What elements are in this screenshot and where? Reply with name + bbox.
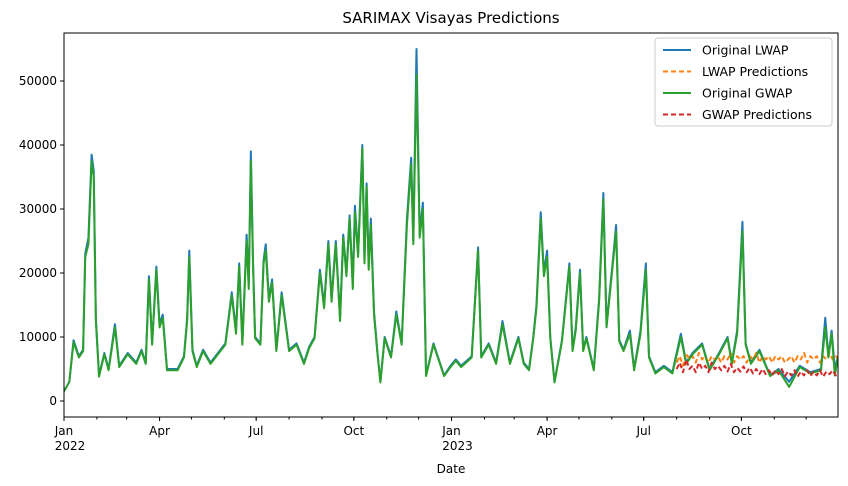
series-line-lwap-predictions xyxy=(675,352,838,367)
legend-label: LWAP Predictions xyxy=(702,64,808,79)
legend: Original LWAP LWAP Predictions Original GW… xyxy=(654,37,833,127)
x-tick-label: Jul xyxy=(248,424,263,438)
y-tick-label: 40000 xyxy=(19,138,57,152)
series-line-original-gwap xyxy=(64,73,838,392)
x-tick-label: Oct xyxy=(343,424,364,438)
x-tick-year-label: 2022 xyxy=(55,439,86,453)
x-tick-label: Jan xyxy=(441,424,461,438)
x-tick-label: Jan xyxy=(54,424,74,438)
x-tick-label: Jul xyxy=(635,424,650,438)
x-tick-year-label: 2023 xyxy=(442,439,473,453)
x-tick-label: Oct xyxy=(731,424,752,438)
y-tick-label: 50000 xyxy=(19,74,57,88)
plot-frame xyxy=(63,32,839,418)
chart-title: SARIMAX Visayas Predictions xyxy=(342,9,559,27)
y-tick-label: 0 xyxy=(49,394,57,408)
y-tick-label: 20000 xyxy=(19,266,57,280)
plot-area xyxy=(64,48,838,392)
series-line-gwap-predictions xyxy=(675,358,838,378)
x-tick-label: Apr xyxy=(149,424,170,438)
y-tick-label: 10000 xyxy=(19,330,57,344)
legend-label: Original GWAP xyxy=(702,86,793,101)
y-tick-label: 30000 xyxy=(19,202,57,216)
x-tick-label: Apr xyxy=(537,424,558,438)
x-axis-title: Date xyxy=(437,462,466,476)
legend-label: Original LWAP xyxy=(702,43,789,58)
legend-box xyxy=(654,37,833,127)
y-axis: 0 10000 20000 30000 40000 50000 xyxy=(19,74,64,408)
legend-label: GWAP Predictions xyxy=(702,107,812,122)
